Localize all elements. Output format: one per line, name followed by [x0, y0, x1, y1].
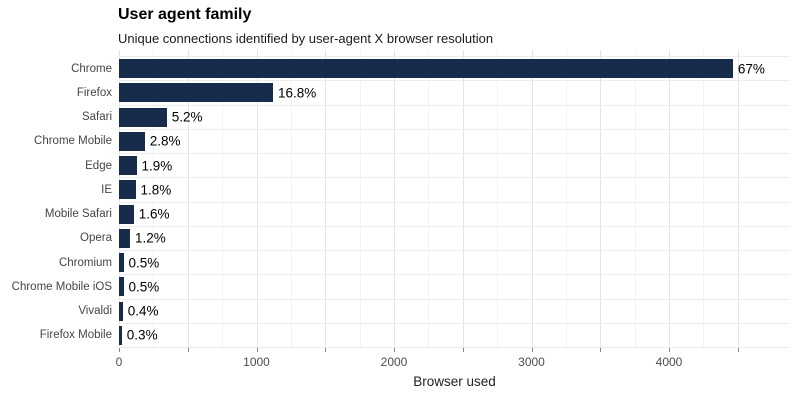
- tick-mark: [325, 348, 327, 352]
- bar-row: Opera 1.2%: [80, 227, 790, 251]
- x-axis-tick-labels: 0 1000 2000 3000 4000: [115, 355, 790, 370]
- gridline: [703, 50, 705, 348]
- bar-row: Edge 1.9%: [85, 154, 790, 179]
- value-label: 2.8%: [149, 133, 181, 149]
- bar-row: Firefox Mobile 0.3%: [40, 324, 790, 348]
- tick-label: 0: [115, 355, 123, 369]
- bar: [119, 277, 124, 297]
- tick-mark: [669, 348, 670, 352]
- value-label: 16.8%: [278, 85, 317, 101]
- tick-label: 4000: [655, 355, 683, 369]
- gridline: [565, 50, 567, 348]
- gridline: [462, 50, 464, 348]
- bar: [119, 301, 123, 321]
- bar: [119, 59, 733, 78]
- value-label: 0.3%: [126, 327, 158, 343]
- category-label: Edge: [85, 159, 112, 172]
- category-label: Chrome Mobile: [34, 135, 112, 148]
- gridline: [669, 50, 670, 348]
- gridline: [256, 50, 258, 348]
- bar-row: Chrome 67%: [71, 57, 790, 82]
- value-label: 5.2%: [171, 109, 203, 125]
- category-label: Chromium: [58, 256, 112, 269]
- value-label: 1.9%: [141, 158, 173, 174]
- value-label: 1.8%: [140, 182, 172, 198]
- category-label: Chrome: [71, 62, 112, 75]
- value-label: 67%: [737, 61, 765, 77]
- category-label: Safari: [81, 111, 112, 124]
- tick-mark: [531, 348, 533, 352]
- bar: [119, 83, 273, 103]
- tick-mark: [394, 348, 395, 352]
- category-label: Vivaldi: [78, 305, 112, 318]
- gridline: [600, 50, 602, 348]
- gridline: [737, 50, 739, 348]
- category-label: Firefox: [76, 86, 112, 99]
- bar: [119, 131, 145, 151]
- bar: [119, 107, 167, 127]
- gridline: [531, 50, 533, 348]
- gridline: [187, 50, 189, 348]
- bar-rows: Chrome 67% Firefox 16.8% Safari 5.2% Chrome Mo…: [12, 56, 790, 348]
- value-label: 0.4%: [127, 303, 159, 319]
- value-label: 0.5%: [128, 255, 160, 271]
- tick-mark: [737, 348, 739, 352]
- tick-label: 2000: [380, 355, 408, 369]
- tick-mark: [187, 348, 189, 352]
- tick-mark: [119, 348, 120, 352]
- bar: [119, 204, 134, 224]
- category-label: Firefox Mobile: [39, 329, 112, 342]
- gridline: [222, 50, 224, 348]
- value-label: 0.5%: [128, 279, 160, 295]
- tick-mark: [600, 348, 602, 352]
- category-label: IE: [101, 183, 112, 196]
- value-label: 1.6%: [138, 206, 170, 222]
- gridline: [394, 50, 395, 348]
- value-label: 1.2%: [135, 230, 166, 246]
- bar-row: Mobile Safari 1.6%: [45, 203, 790, 227]
- bar: [119, 156, 137, 175]
- category-label: Opera: [80, 232, 112, 245]
- bar-row: IE 1.8%: [101, 178, 790, 203]
- gridline: [153, 50, 155, 348]
- tick-label: 1000: [243, 355, 270, 369]
- gridline: [428, 50, 430, 348]
- bar-row: Safari 5.2%: [82, 106, 790, 130]
- bar-row: Vivaldi 0.4%: [78, 300, 790, 324]
- x-axis-title: Browser used: [413, 374, 496, 389]
- tick-mark: [462, 348, 464, 352]
- gridline: [325, 50, 327, 348]
- gridline: [359, 50, 361, 348]
- category-label: Chrome Mobile iOS: [11, 280, 112, 293]
- chart-title: User agent family: [118, 6, 252, 23]
- bar: [119, 228, 130, 248]
- bar-row: Chrome Mobile iOS 0.5%: [12, 275, 790, 300]
- gridlines: [119, 50, 790, 348]
- bar-row: Chrome Mobile 2.8%: [34, 130, 790, 154]
- gridline: [634, 50, 636, 348]
- tick-label: 3000: [518, 355, 545, 369]
- bar: [119, 325, 122, 345]
- gridline: [290, 50, 292, 348]
- chart-subtitle: Unique connections identified by user-ag…: [118, 31, 494, 46]
- category-label: Mobile Safari: [44, 208, 112, 221]
- tick-mark: [256, 348, 258, 352]
- plot-panel: Chrome 67% Firefox 16.8% Safari 5.2% Chrome Mo…: [12, 50, 790, 348]
- bar-row: Firefox 16.8%: [77, 81, 790, 106]
- bar: [119, 180, 136, 200]
- gridline: [497, 50, 499, 348]
- x-axis-ticks: [119, 348, 790, 352]
- bar: [119, 253, 124, 272]
- bar-row: Chromium 0.5%: [59, 251, 790, 276]
